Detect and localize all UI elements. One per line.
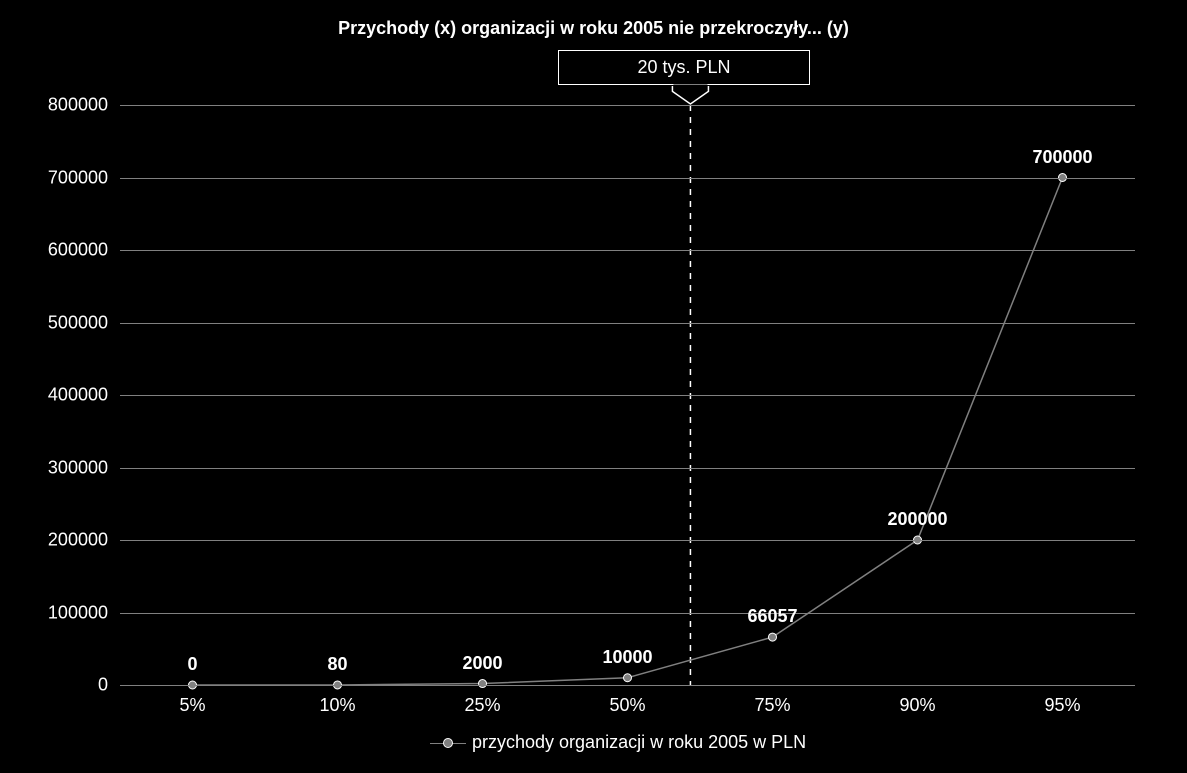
series-line [193, 178, 1063, 686]
gridline [120, 395, 1135, 396]
y-tick-label: 200000 [48, 530, 108, 551]
y-tick-label: 600000 [48, 240, 108, 261]
data-label: 10000 [602, 647, 652, 668]
y-tick-label: 300000 [48, 457, 108, 478]
data-label: 0 [187, 654, 197, 675]
x-tick-label: 10% [319, 695, 355, 716]
data-marker [769, 633, 777, 641]
gridline [120, 323, 1135, 324]
y-tick-label: 0 [98, 675, 108, 696]
y-tick-label: 700000 [48, 167, 108, 188]
annotation-arrow-shape [672, 86, 708, 104]
data-label: 700000 [1032, 147, 1092, 168]
data-label: 66057 [747, 606, 797, 627]
y-tick-label: 800000 [48, 95, 108, 116]
gridline [120, 613, 1135, 614]
line-chart: Przychody (x) organizacji w roku 2005 ni… [0, 0, 1187, 773]
x-tick-label: 75% [754, 695, 790, 716]
plot-area: 0100000200000300000400000500000600000700… [120, 105, 1135, 685]
legend: przychody organizacji w roku 2005 w PLN [430, 732, 806, 753]
gridline [120, 685, 1135, 686]
data-marker [624, 674, 632, 682]
data-label: 2000 [462, 653, 502, 674]
y-tick-label: 100000 [48, 602, 108, 623]
x-tick-label: 50% [609, 695, 645, 716]
y-tick-label: 400000 [48, 385, 108, 406]
x-tick-label: 95% [1044, 695, 1080, 716]
gridline [120, 178, 1135, 179]
legend-marker-icon [430, 737, 466, 749]
data-marker [479, 680, 487, 688]
gridline [120, 468, 1135, 469]
y-tick-label: 500000 [48, 312, 108, 333]
legend-label: przychody organizacji w roku 2005 w PLN [472, 732, 806, 753]
data-label: 80 [327, 654, 347, 675]
x-tick-label: 5% [179, 695, 205, 716]
data-label: 200000 [887, 509, 947, 530]
x-tick-label: 90% [899, 695, 935, 716]
x-tick-label: 25% [464, 695, 500, 716]
gridline [120, 540, 1135, 541]
gridline [120, 250, 1135, 251]
gridline [120, 105, 1135, 106]
